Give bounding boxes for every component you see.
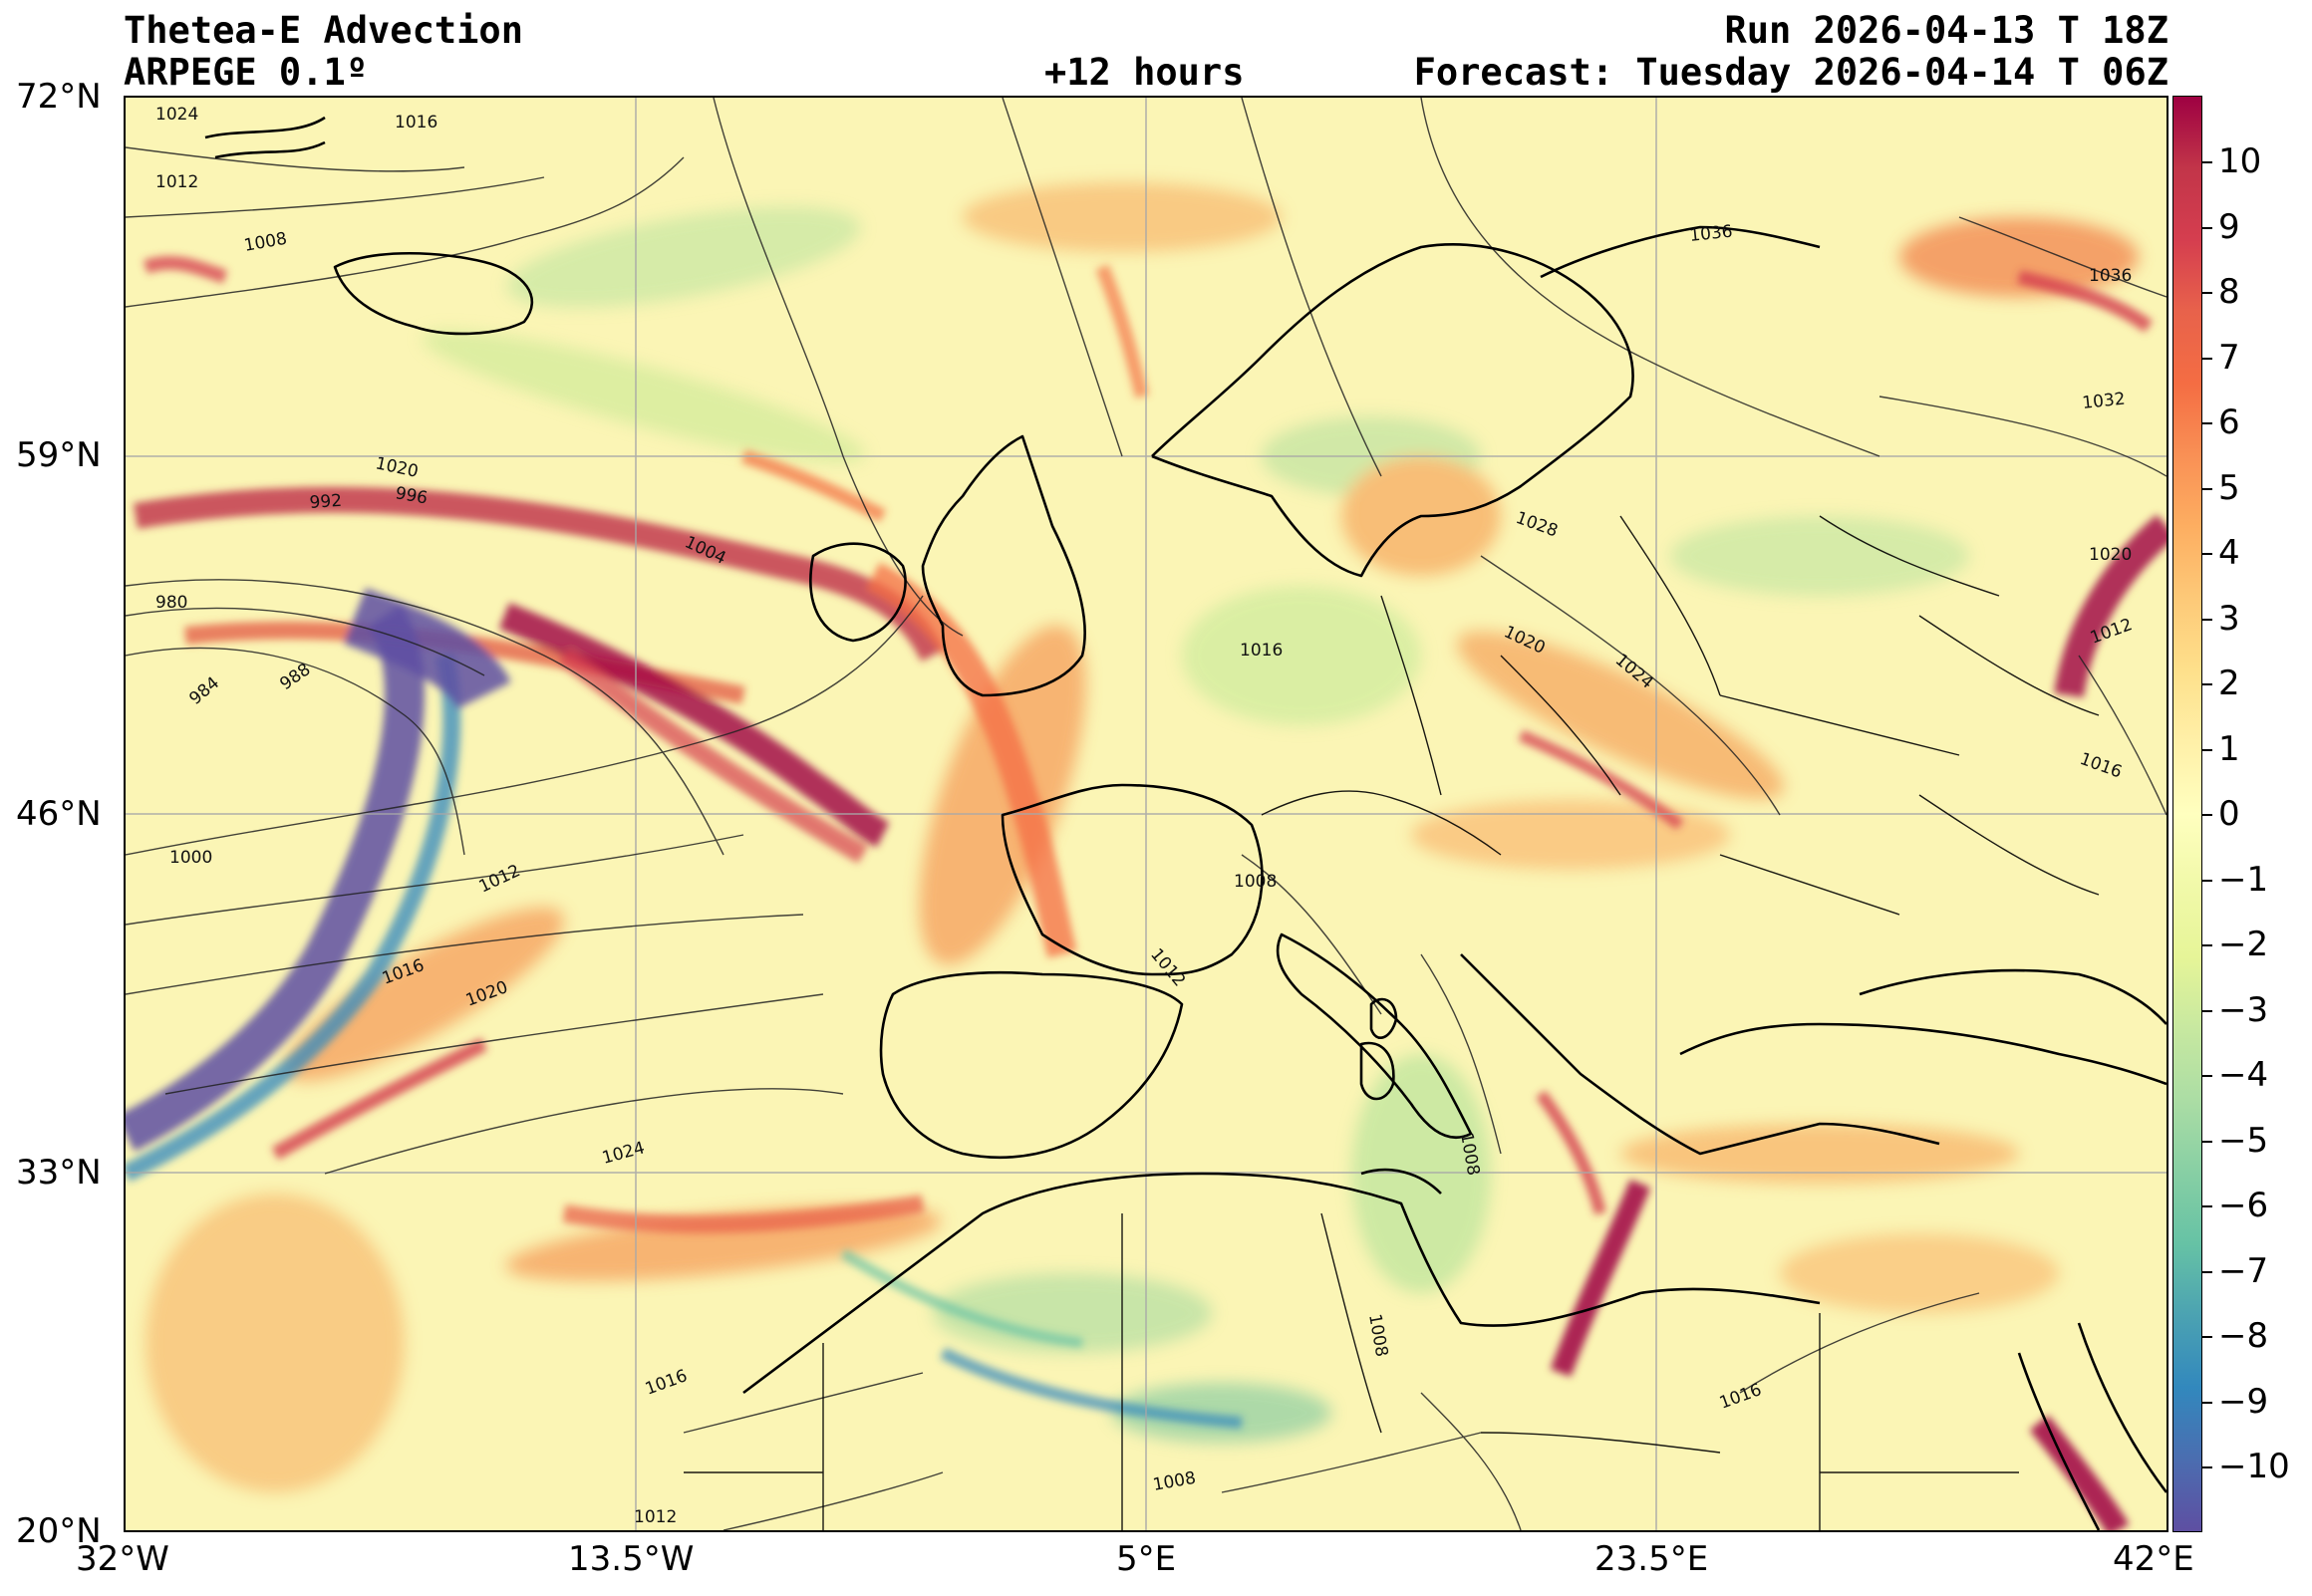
isobar-label: 1024 xyxy=(155,105,198,125)
colorbar-tick-label: −9 xyxy=(2218,1381,2269,1422)
colorbar-tick-mark xyxy=(2202,1336,2212,1338)
isobar-label: 1000 xyxy=(169,848,212,868)
colorbar-tick-mark xyxy=(2202,683,2212,685)
colorbar-tick-label: 3 xyxy=(2218,598,2240,639)
lat-label: 59°N xyxy=(16,435,102,475)
title-model: ARPEGE 0.1º xyxy=(124,51,369,94)
isobar-label: 1016 xyxy=(395,113,437,133)
isobar-label: 1032 xyxy=(2081,390,2126,413)
colorbar-tick-label: −5 xyxy=(2218,1120,2269,1161)
colorbar-tick-mark xyxy=(2202,292,2212,294)
colorbar-tick-mark xyxy=(2202,357,2212,360)
colorbar-tick-label: −10 xyxy=(2218,1447,2290,1486)
map-canvas: 1024 1020 1016 1012 1008 992 996 1004 98… xyxy=(126,98,2167,1530)
colorbar-tick-label: 0 xyxy=(2218,794,2240,834)
colorbar-tick-label: −7 xyxy=(2218,1250,2269,1291)
colorbar-tick-mark xyxy=(2202,1075,2212,1077)
isobar-label: 1036 xyxy=(2089,266,2132,286)
colorbar-tick-label: 10 xyxy=(2218,141,2262,181)
colorbar-tick-mark xyxy=(2202,161,2212,163)
lat-label: 20°N xyxy=(16,1511,102,1551)
colorbar-tick-label: 7 xyxy=(2218,337,2240,378)
colorbar-tick-mark xyxy=(2202,944,2212,946)
colorbar-tick-mark xyxy=(2202,1140,2212,1143)
lon-label: 32°W xyxy=(76,1539,169,1579)
colorbar-tick-label: −6 xyxy=(2218,1186,2269,1225)
isobar-label: 1020 xyxy=(2089,545,2132,565)
title-run: Run 2026-04-13 T 18Z xyxy=(1724,9,2168,52)
colorbar-tick-label: 8 xyxy=(2218,272,2240,312)
colorbar-tick-label: −4 xyxy=(2218,1055,2269,1095)
lon-label: 42°E xyxy=(2113,1539,2194,1579)
graticule xyxy=(126,98,2167,1530)
lon-label: 5°E xyxy=(1116,1539,1177,1579)
map-panel: 1024 1020 1016 1012 1008 992 996 1004 98… xyxy=(124,96,2168,1532)
advection-field-strong xyxy=(126,255,2167,1530)
colorbar-tick-label: 4 xyxy=(2218,533,2240,573)
colorbar-tick-label: 5 xyxy=(2218,467,2240,508)
colorbar-tick-mark xyxy=(2202,748,2212,751)
isobar-label: 1012 xyxy=(155,172,198,192)
lat-label: 72°N xyxy=(16,77,102,117)
colorbar-tick-mark xyxy=(2202,1270,2212,1273)
isobar-label: 1036 xyxy=(1688,222,1733,246)
isobar-label: 1012 xyxy=(634,1507,677,1527)
coastlines xyxy=(204,116,2167,1530)
colorbar-tick-label: 2 xyxy=(2218,664,2240,703)
colorbar-tick-mark xyxy=(2202,1009,2212,1012)
colorbar-tick-mark xyxy=(2202,1205,2212,1207)
colorbar-tick-mark xyxy=(2202,618,2212,621)
colorbar-tick-label: −8 xyxy=(2218,1316,2269,1356)
colorbar-tick-mark xyxy=(2202,226,2212,229)
colorbar xyxy=(2172,96,2202,1532)
lon-label: 23.5°E xyxy=(1594,1539,1709,1579)
country-borders xyxy=(684,515,2100,1530)
colorbar-tick-mark xyxy=(2202,1401,2212,1404)
colorbar-tick-mark xyxy=(2202,487,2212,490)
lon-label: 13.5°W xyxy=(568,1539,695,1579)
colorbar-tick-mark xyxy=(2202,422,2212,424)
isobar-label: 1008 xyxy=(1234,872,1277,892)
colorbar-tick-mark xyxy=(2202,814,2212,816)
colorbar-tick-label: 1 xyxy=(2218,728,2240,769)
lat-label: 33°N xyxy=(16,1153,102,1193)
isobar-label: 1016 xyxy=(1240,641,1283,661)
isobar-label: 980 xyxy=(155,593,187,613)
colorbar-tick-mark xyxy=(2202,879,2212,882)
colorbar-tick-label: −3 xyxy=(2218,989,2269,1030)
lat-label: 46°N xyxy=(16,794,102,834)
title-variable: Thetea-E Advection xyxy=(124,9,523,52)
isobar-label: 992 xyxy=(309,491,343,513)
title-lead-time: +12 hours xyxy=(1044,51,1245,94)
colorbar-tick-label: −1 xyxy=(2218,859,2269,900)
colorbar-tick-label: 6 xyxy=(2218,402,2240,442)
title-forecast: Forecast: Tuesday 2026-04-14 T 06Z xyxy=(1413,51,2168,94)
colorbar-tick-label: −2 xyxy=(2218,925,2269,964)
colorbar-tick-mark xyxy=(2202,1466,2212,1468)
colorbar-tick-label: 9 xyxy=(2218,206,2240,247)
colorbar-tick-mark xyxy=(2202,553,2212,555)
